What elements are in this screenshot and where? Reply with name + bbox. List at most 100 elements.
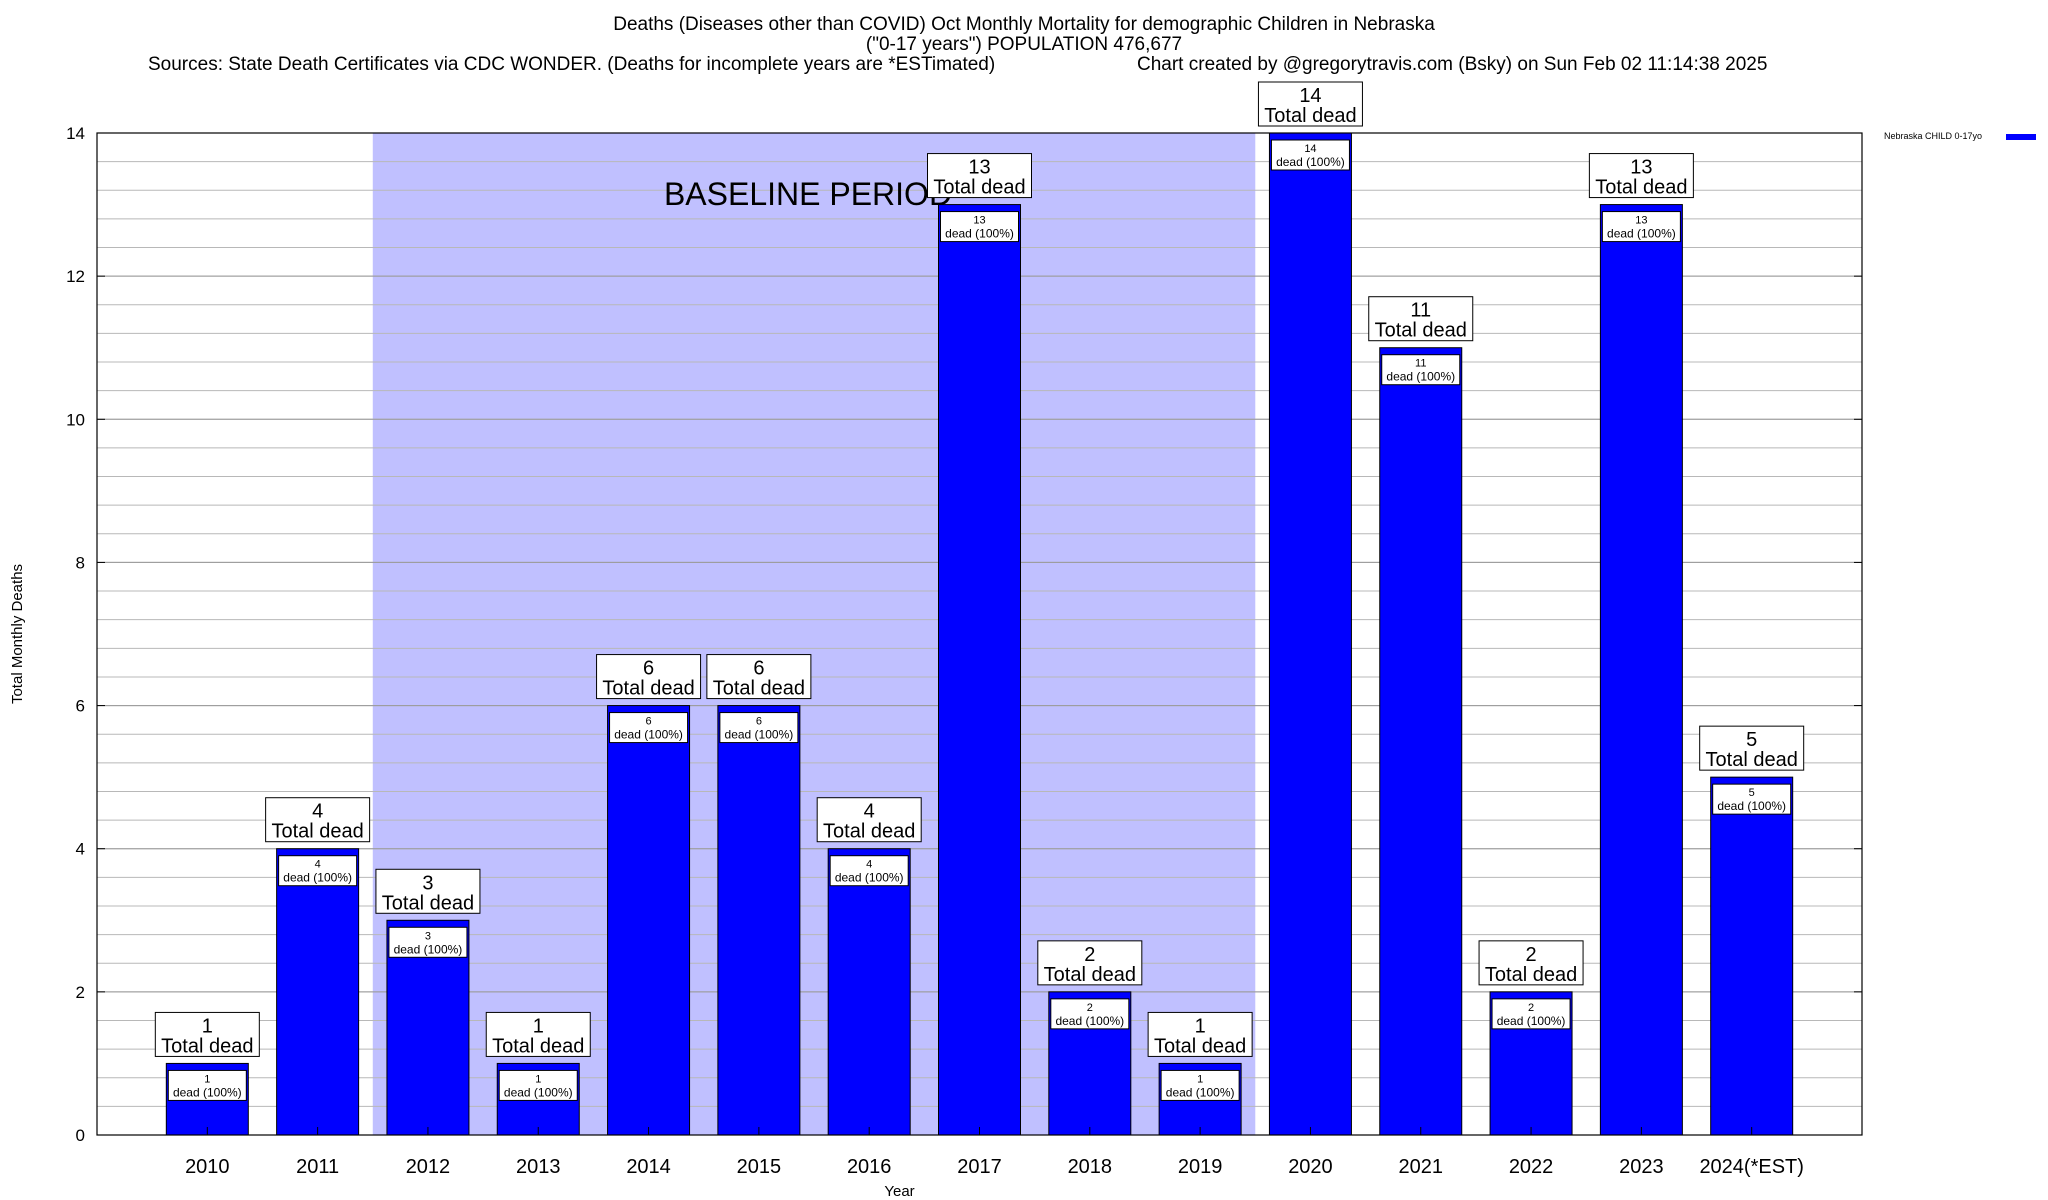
bar-inner-pct: dead (100%) — [1166, 1085, 1235, 1099]
bar-total-label: Total dead — [1154, 1035, 1246, 1057]
bar-total-value: 3 — [422, 872, 433, 894]
chart-title-line-2: ("0-17 years") POPULATION 476,677 — [865, 34, 1183, 55]
bar-total-label-box — [927, 153, 1032, 199]
bar-total-value: 2 — [1526, 944, 1537, 966]
bar-total-label-box — [1368, 296, 1474, 342]
bar-inner-value: 1 — [204, 1073, 210, 1085]
bar — [827, 848, 911, 1136]
bar-inner-label-box — [609, 712, 689, 744]
bar-total-label-box — [485, 1011, 591, 1057]
bar-total-label: Total dead — [1706, 749, 1798, 771]
bar-inner-pct: dead (100%) — [1497, 1014, 1566, 1028]
bar-total-value: 4 — [864, 801, 875, 823]
bar-inner-label-box — [278, 855, 358, 887]
x-tick-label: 2014 — [626, 1156, 671, 1178]
bar-inner-value: 13 — [1635, 215, 1647, 227]
bar-inner-label-box — [719, 712, 799, 744]
bar-inner-value: 3 — [425, 930, 431, 942]
y-tick-label: 4 — [76, 840, 85, 859]
baseline-period-label: BASELINE PERIOD — [664, 176, 952, 212]
bar-inner-value: 6 — [646, 716, 652, 728]
x-axis-label: Year — [884, 1183, 914, 1200]
bar — [1599, 204, 1683, 1136]
bar — [607, 705, 691, 1136]
bar-inner-pct: dead (100%) — [1717, 799, 1786, 813]
bar-inner-label-box — [1270, 139, 1350, 171]
bar-total-label: Total dead — [1485, 964, 1577, 986]
bar-inner-label-box — [1050, 998, 1130, 1030]
bar-inner-value: 1 — [1197, 1073, 1203, 1085]
x-tick-label: 2016 — [847, 1156, 892, 1178]
y-tick-label: 8 — [76, 553, 85, 572]
plot-frame — [96, 132, 1863, 1136]
bar-total-label-box — [596, 654, 702, 700]
chart-credit: Chart created by @gregorytravis.com (Bsk… — [1137, 54, 1768, 75]
bar-total-label: Total dead — [1044, 964, 1136, 986]
bar-inner-label-box — [1381, 354, 1461, 386]
bar-total-value: 1 — [1195, 1015, 1206, 1037]
bar-inner-pct: dead (100%) — [1055, 1014, 1124, 1028]
bar-total-value: 1 — [202, 1015, 213, 1037]
bar-total-label: Total dead — [382, 892, 474, 914]
bar-total-value: 2 — [1084, 944, 1095, 966]
bar-total-label-box — [816, 797, 922, 843]
bar-total-value: 13 — [1630, 157, 1652, 179]
bar-inner-pct: dead (100%) — [283, 871, 352, 885]
sources-note: Sources: State Death Certificates via CD… — [148, 54, 996, 75]
x-tick-label: 2023 — [1619, 1156, 1664, 1178]
x-tick-label: 2022 — [1509, 1156, 1554, 1178]
bar-total-label: Total dead — [713, 678, 805, 700]
x-tick-label: 2020 — [1288, 1156, 1333, 1178]
bar-inner-label-box — [829, 855, 909, 887]
y-tick-label: 6 — [76, 697, 85, 716]
bar-inner-value: 4 — [866, 859, 872, 871]
bar-inner-pct: dead (100%) — [394, 942, 463, 956]
bar-total-value: 1 — [533, 1015, 544, 1037]
x-tick-label: 2024(*EST) — [1699, 1156, 1804, 1178]
x-tick-label: 2011 — [296, 1156, 339, 1178]
bar-inner-value: 2 — [1528, 1002, 1534, 1014]
bar — [1379, 347, 1463, 1136]
bar-inner-pct: dead (100%) — [173, 1085, 242, 1099]
chart-title-line-1: Deaths (Diseases other than COVID) Oct M… — [613, 14, 1435, 35]
x-tick-label: 2017 — [957, 1156, 1002, 1178]
y-tick-label: 14 — [66, 124, 85, 143]
bar — [1710, 776, 1794, 1136]
x-tick-label: 2018 — [1068, 1156, 1113, 1178]
bar-total-label-box — [375, 868, 481, 914]
bar — [717, 705, 801, 1136]
bar-inner-label-box — [388, 926, 468, 958]
bar-inner-pct: dead (100%) — [504, 1085, 573, 1099]
bar-total-label-box — [1699, 725, 1805, 771]
legend-swatch — [2006, 134, 2036, 140]
bar — [276, 848, 360, 1136]
bar-total-label: Total dead — [933, 177, 1025, 199]
bar-inner-pct: dead (100%) — [725, 728, 794, 742]
bar-inner-value: 13 — [973, 215, 985, 227]
bar-total-label-box — [265, 797, 371, 843]
bar-inner-label-box — [940, 211, 1019, 243]
bar-inner-pct: dead (100%) — [945, 227, 1014, 241]
bar-inner-value: 6 — [756, 716, 762, 728]
bar-total-label-box — [154, 1011, 260, 1057]
bar-total-label: Total dead — [161, 1035, 253, 1057]
bar-inner-value: 2 — [1087, 1002, 1093, 1014]
bar-total-label-box — [1147, 1011, 1253, 1057]
bar — [938, 204, 1021, 1136]
y-tick-label: 10 — [66, 410, 85, 429]
bar-inner-pct: dead (100%) — [614, 728, 683, 742]
bar-total-label-box — [1588, 153, 1694, 199]
bar-total-value: 4 — [312, 801, 323, 823]
x-tick-label: 2021 — [1399, 1156, 1444, 1178]
bar-inner-label-box — [167, 1069, 247, 1101]
bar-total-label: Total dead — [1595, 177, 1687, 199]
bar-total-label: Total dead — [602, 678, 694, 700]
x-tick-label: 2019 — [1178, 1156, 1223, 1178]
bar-total-label: Total dead — [492, 1035, 584, 1057]
bar-inner-value: 4 — [315, 859, 321, 871]
bar-inner-pct: dead (100%) — [835, 871, 904, 885]
x-tick-label: 2013 — [516, 1156, 561, 1178]
bar-total-label: Total dead — [1375, 320, 1467, 342]
bar — [1268, 132, 1352, 1136]
